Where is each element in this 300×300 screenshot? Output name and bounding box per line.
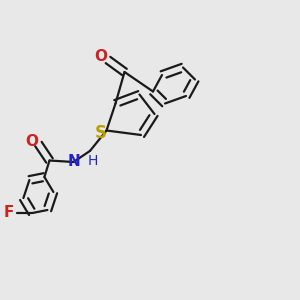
Text: O: O xyxy=(25,134,38,148)
Text: H: H xyxy=(87,154,98,168)
Text: S: S xyxy=(95,124,107,142)
Text: N: N xyxy=(68,154,80,169)
Text: O: O xyxy=(94,49,107,64)
Text: F: F xyxy=(4,205,14,220)
